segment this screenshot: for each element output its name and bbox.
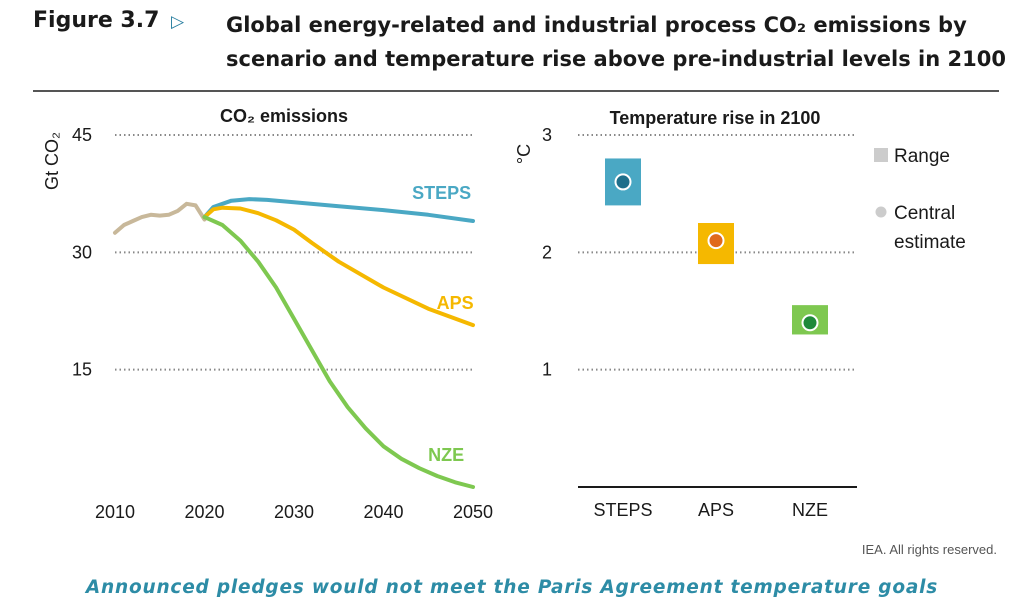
series-line-aps	[202, 205, 475, 328]
series-line-nze	[202, 215, 475, 489]
y-tick-label-right: 3	[542, 125, 552, 145]
figure-arrow-icon: ▷	[171, 12, 185, 32]
legend-central-label-1: Central	[894, 203, 955, 224]
category-label: STEPS	[593, 500, 652, 520]
x-tick-label: 2040	[363, 502, 403, 522]
figure-caption: Announced pledges would not meet the Par…	[85, 577, 939, 598]
series-line-steps	[202, 197, 475, 223]
header-divider	[33, 90, 999, 92]
x-tick-label: 2050	[453, 502, 493, 522]
central-estimate-nze	[801, 314, 819, 332]
series-line-history	[113, 201, 207, 235]
x-tick-label: 2020	[184, 502, 224, 522]
x-tick-label: 2030	[274, 502, 314, 522]
y-tick-label-right: 1	[542, 360, 552, 380]
legend-range-label: Range	[894, 146, 950, 167]
left-y-axis-label: Gt CO₂	[42, 132, 62, 190]
y-tick-label-left: 30	[72, 242, 92, 262]
legend-central-swatch	[875, 206, 887, 218]
figure-label: Figure 3.7	[33, 8, 160, 33]
legend-central-label-2: estimate	[894, 232, 966, 253]
series-label-aps: APS	[437, 293, 474, 313]
credit-text: IEA. All rights reserved.	[861, 542, 997, 557]
y-tick-label-left: 45	[72, 125, 92, 145]
category-label: APS	[698, 500, 734, 520]
series-label-steps: STEPS	[412, 183, 471, 203]
central-estimate-aps	[707, 232, 725, 250]
figure-title-line1: Global energy-related and industrial pro…	[226, 13, 967, 37]
left-panel-title: CO₂ emissions	[220, 106, 348, 126]
y-tick-label-right: 2	[542, 242, 552, 262]
right-panel-title: Temperature rise in 2100	[610, 108, 821, 128]
central-estimate-steps	[614, 173, 632, 191]
right-y-axis-label: °C	[514, 144, 534, 164]
category-label: NZE	[792, 500, 828, 520]
figure-title-line2: scenario and temperature rise above pre-…	[226, 47, 1006, 71]
x-tick-label: 2010	[95, 502, 135, 522]
legend-range-swatch	[874, 148, 888, 162]
series-label-nze: NZE	[428, 445, 464, 465]
y-tick-label-left: 15	[72, 360, 92, 380]
figure-title: Global energy-related and industrial pro…	[226, 8, 1016, 76]
